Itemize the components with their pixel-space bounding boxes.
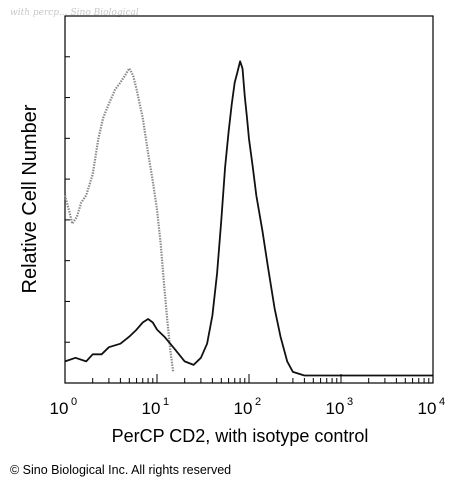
x-tick-exponent: 1 <box>163 396 169 408</box>
x-tick-label: 10 <box>142 399 161 418</box>
x-axis-label: PerCP CD2, with isotype control <box>112 426 369 446</box>
plot-frame <box>64 15 434 384</box>
x-tick-label: 10 <box>50 399 69 418</box>
watermark: with percp... Sino Biological <box>10 8 139 18</box>
x-tick-exponent: 0 <box>71 396 77 408</box>
ticks-layer <box>64 56 434 383</box>
y-axis-label: Relative Cell Number <box>19 104 41 293</box>
series-line-percp-cd2 <box>64 60 433 377</box>
x-tick-exponent: 3 <box>347 396 353 408</box>
x-tick-labels: 10 0 10 1 10 2 10 3 10 4 <box>50 396 446 418</box>
x-tick-label: 10 <box>418 399 437 418</box>
series-line-isotype-control <box>63 67 175 373</box>
x-tick-exponent: 4 <box>439 396 445 408</box>
copyright-notice: © Sino Biological Inc. All rights reserv… <box>10 463 232 477</box>
series-layer <box>63 60 433 377</box>
x-tick-exponent: 2 <box>255 396 261 408</box>
histogram-chart: 10 0 10 1 10 2 10 3 10 4 PerCP CD2, with isotype … <box>19 15 446 446</box>
x-tick-label: 10 <box>326 399 345 418</box>
x-tick-label: 10 <box>234 399 253 418</box>
